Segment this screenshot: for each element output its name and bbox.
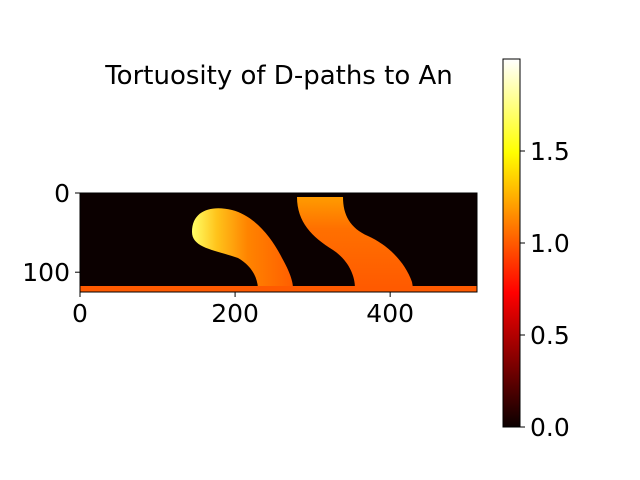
x-tick-label: 200	[211, 299, 259, 328]
colorbar-tick-label: 1.0	[530, 229, 570, 258]
right-channel-region	[297, 197, 413, 288]
plot-frame	[79, 192, 478, 293]
x-tick-label: 0	[72, 299, 88, 328]
colorbar-ticks: 0.0 0.5 1.0 1.5	[520, 137, 570, 442]
heatmap-image	[80, 193, 477, 292]
chart-title: Tortuosity of D-paths to An	[104, 61, 453, 91]
y-tick-label: 100	[22, 258, 70, 287]
left-channel-region	[192, 208, 293, 288]
colorbar-tick-label: 0.5	[530, 321, 570, 350]
y-axis: 0 100	[22, 179, 80, 287]
x-axis: 0 200 400	[72, 292, 414, 328]
bottom-strip-region	[80, 286, 477, 292]
colorbar-tick-label: 1.5	[530, 137, 570, 166]
colorbar-gradient	[503, 59, 520, 427]
y-tick-label: 0	[54, 179, 70, 208]
colorbar-tick-label: 0.0	[530, 413, 570, 442]
x-tick-label: 400	[366, 299, 414, 328]
colorbar: 0.0 0.5 1.0 1.5	[502, 58, 570, 442]
